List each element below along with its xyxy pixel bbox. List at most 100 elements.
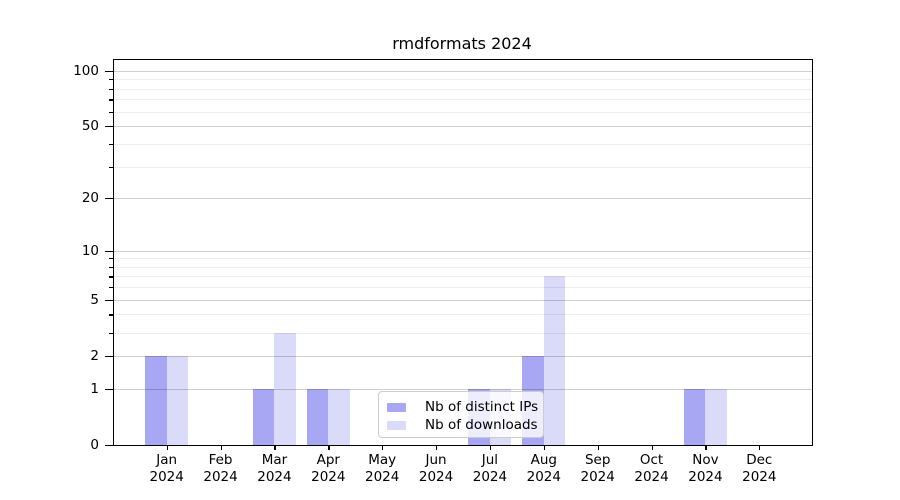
major-gridline xyxy=(114,70,812,72)
month-label: Sep xyxy=(584,452,611,468)
x-tick xyxy=(759,445,761,450)
y-minor-tick xyxy=(109,332,113,334)
month-label: Apr xyxy=(316,452,340,468)
y-tick xyxy=(105,388,113,390)
x-tick xyxy=(543,445,545,450)
x-tick xyxy=(436,445,438,450)
y-tick xyxy=(105,445,113,447)
minor-gridline xyxy=(114,143,812,145)
x-tick xyxy=(597,445,599,450)
legend-swatch-downloads xyxy=(387,420,406,430)
month-label: Oct xyxy=(639,452,664,468)
minor-gridline xyxy=(114,314,812,316)
month-label: Jul xyxy=(481,452,499,468)
x-tick-label: Jul 2024 xyxy=(473,452,507,486)
month-label: Jan xyxy=(156,452,178,468)
month-label: Mar xyxy=(261,452,288,468)
y-tick xyxy=(105,70,113,72)
minor-gridline xyxy=(114,166,812,168)
minor-gridline xyxy=(114,332,812,334)
year-label: 2024 xyxy=(526,469,561,485)
y-minor-tick xyxy=(109,143,113,146)
y-tick xyxy=(105,126,113,128)
year-label: 2024 xyxy=(418,469,454,485)
year-label: 2024 xyxy=(472,469,508,485)
major-gridline xyxy=(114,126,812,128)
y-tick xyxy=(105,250,113,252)
y-minor-tick xyxy=(109,79,113,81)
x-tick xyxy=(220,445,222,450)
x-tick-label: Aug 2024 xyxy=(527,452,561,486)
month-label: Aug xyxy=(530,452,557,468)
y-tick-label: 10 xyxy=(81,242,99,259)
x-tick-label: Jan 2024 xyxy=(150,452,184,486)
y-tick-label: 100 xyxy=(73,62,99,79)
x-tick-label: Jun 2024 xyxy=(419,452,453,486)
year-label: 2024 xyxy=(149,469,184,485)
y-minor-tick xyxy=(109,99,113,101)
legend-item-downloads: Nb of downloads xyxy=(387,416,538,434)
legend: Nb of distinct IPs Nb of downloads xyxy=(378,391,544,438)
x-tick-label: Feb 2024 xyxy=(203,452,237,486)
minor-gridline xyxy=(114,79,812,81)
legend-label-distinct-ips: Nb of distinct IPs xyxy=(425,399,539,415)
bar-distinct-ips-jan xyxy=(145,355,167,445)
year-label: 2024 xyxy=(311,469,346,485)
x-tick xyxy=(166,445,168,450)
x-tick xyxy=(274,445,276,450)
legend-label-downloads: Nb of downloads xyxy=(425,417,538,433)
year-label: 2024 xyxy=(257,469,292,485)
y-minor-tick xyxy=(109,166,113,168)
y-tick-label: 2 xyxy=(90,347,99,364)
minor-gridline xyxy=(114,99,812,101)
y-tick xyxy=(105,355,113,358)
year-label: 2024 xyxy=(634,469,669,485)
x-tick xyxy=(382,445,384,450)
year-label: 2024 xyxy=(203,469,238,485)
minor-gridline xyxy=(114,88,812,90)
y-minor-tick xyxy=(109,111,113,113)
y-minor-tick xyxy=(109,266,113,268)
bar-downloads-apr xyxy=(328,388,350,445)
month-label: Jun xyxy=(425,452,447,468)
minor-gridline xyxy=(114,266,812,268)
major-gridline xyxy=(114,388,812,390)
minor-gridline xyxy=(114,276,812,278)
x-tick-label: Apr 2024 xyxy=(311,452,345,486)
bar-distinct-ips-mar xyxy=(252,388,275,445)
minor-gridline xyxy=(114,287,812,289)
bar-downloads-aug xyxy=(543,276,566,445)
y-minor-tick xyxy=(109,314,113,316)
x-tick-label: Nov 2024 xyxy=(688,452,722,486)
month-label: Nov xyxy=(692,452,719,468)
chart-title: rmdformats 2024 xyxy=(392,34,532,53)
year-label: 2024 xyxy=(580,469,615,485)
month-label: May xyxy=(368,452,397,468)
y-tick xyxy=(105,198,113,200)
minor-gridline xyxy=(114,111,812,113)
plot-area: 0 1 2 5 10 20 50 100 Jan 2024 Feb 2024 Mar 2024 Apr 202… xyxy=(73,59,813,485)
legend-item-distinct-ips: Nb of distinct IPs xyxy=(387,398,539,416)
major-gridline xyxy=(114,250,812,252)
x-tick-label: Sep 2024 xyxy=(580,452,614,486)
bar-downloads-jan xyxy=(166,355,189,445)
major-gridline xyxy=(114,299,812,301)
bar-distinct-ips-nov xyxy=(683,388,706,445)
x-tick xyxy=(489,445,492,450)
x-tick-label: Oct 2024 xyxy=(634,452,668,486)
y-tick-label: 50 xyxy=(81,118,99,135)
month-label: Feb xyxy=(208,452,233,468)
major-gridline xyxy=(114,198,812,200)
x-tick-label: Mar 2024 xyxy=(257,452,291,486)
x-tick-label: May 2024 xyxy=(365,452,399,486)
bar-downloads-mar xyxy=(274,332,296,445)
x-tick xyxy=(651,445,653,450)
legend-swatch-distinct-ips xyxy=(387,402,406,412)
month-label: Dec xyxy=(746,452,773,468)
y-tick-label: 5 xyxy=(90,291,99,308)
y-tick-label: 20 xyxy=(81,190,99,207)
minor-gridline xyxy=(114,258,812,260)
y-tick-label: 0 xyxy=(90,437,99,453)
year-label: 2024 xyxy=(742,469,777,485)
